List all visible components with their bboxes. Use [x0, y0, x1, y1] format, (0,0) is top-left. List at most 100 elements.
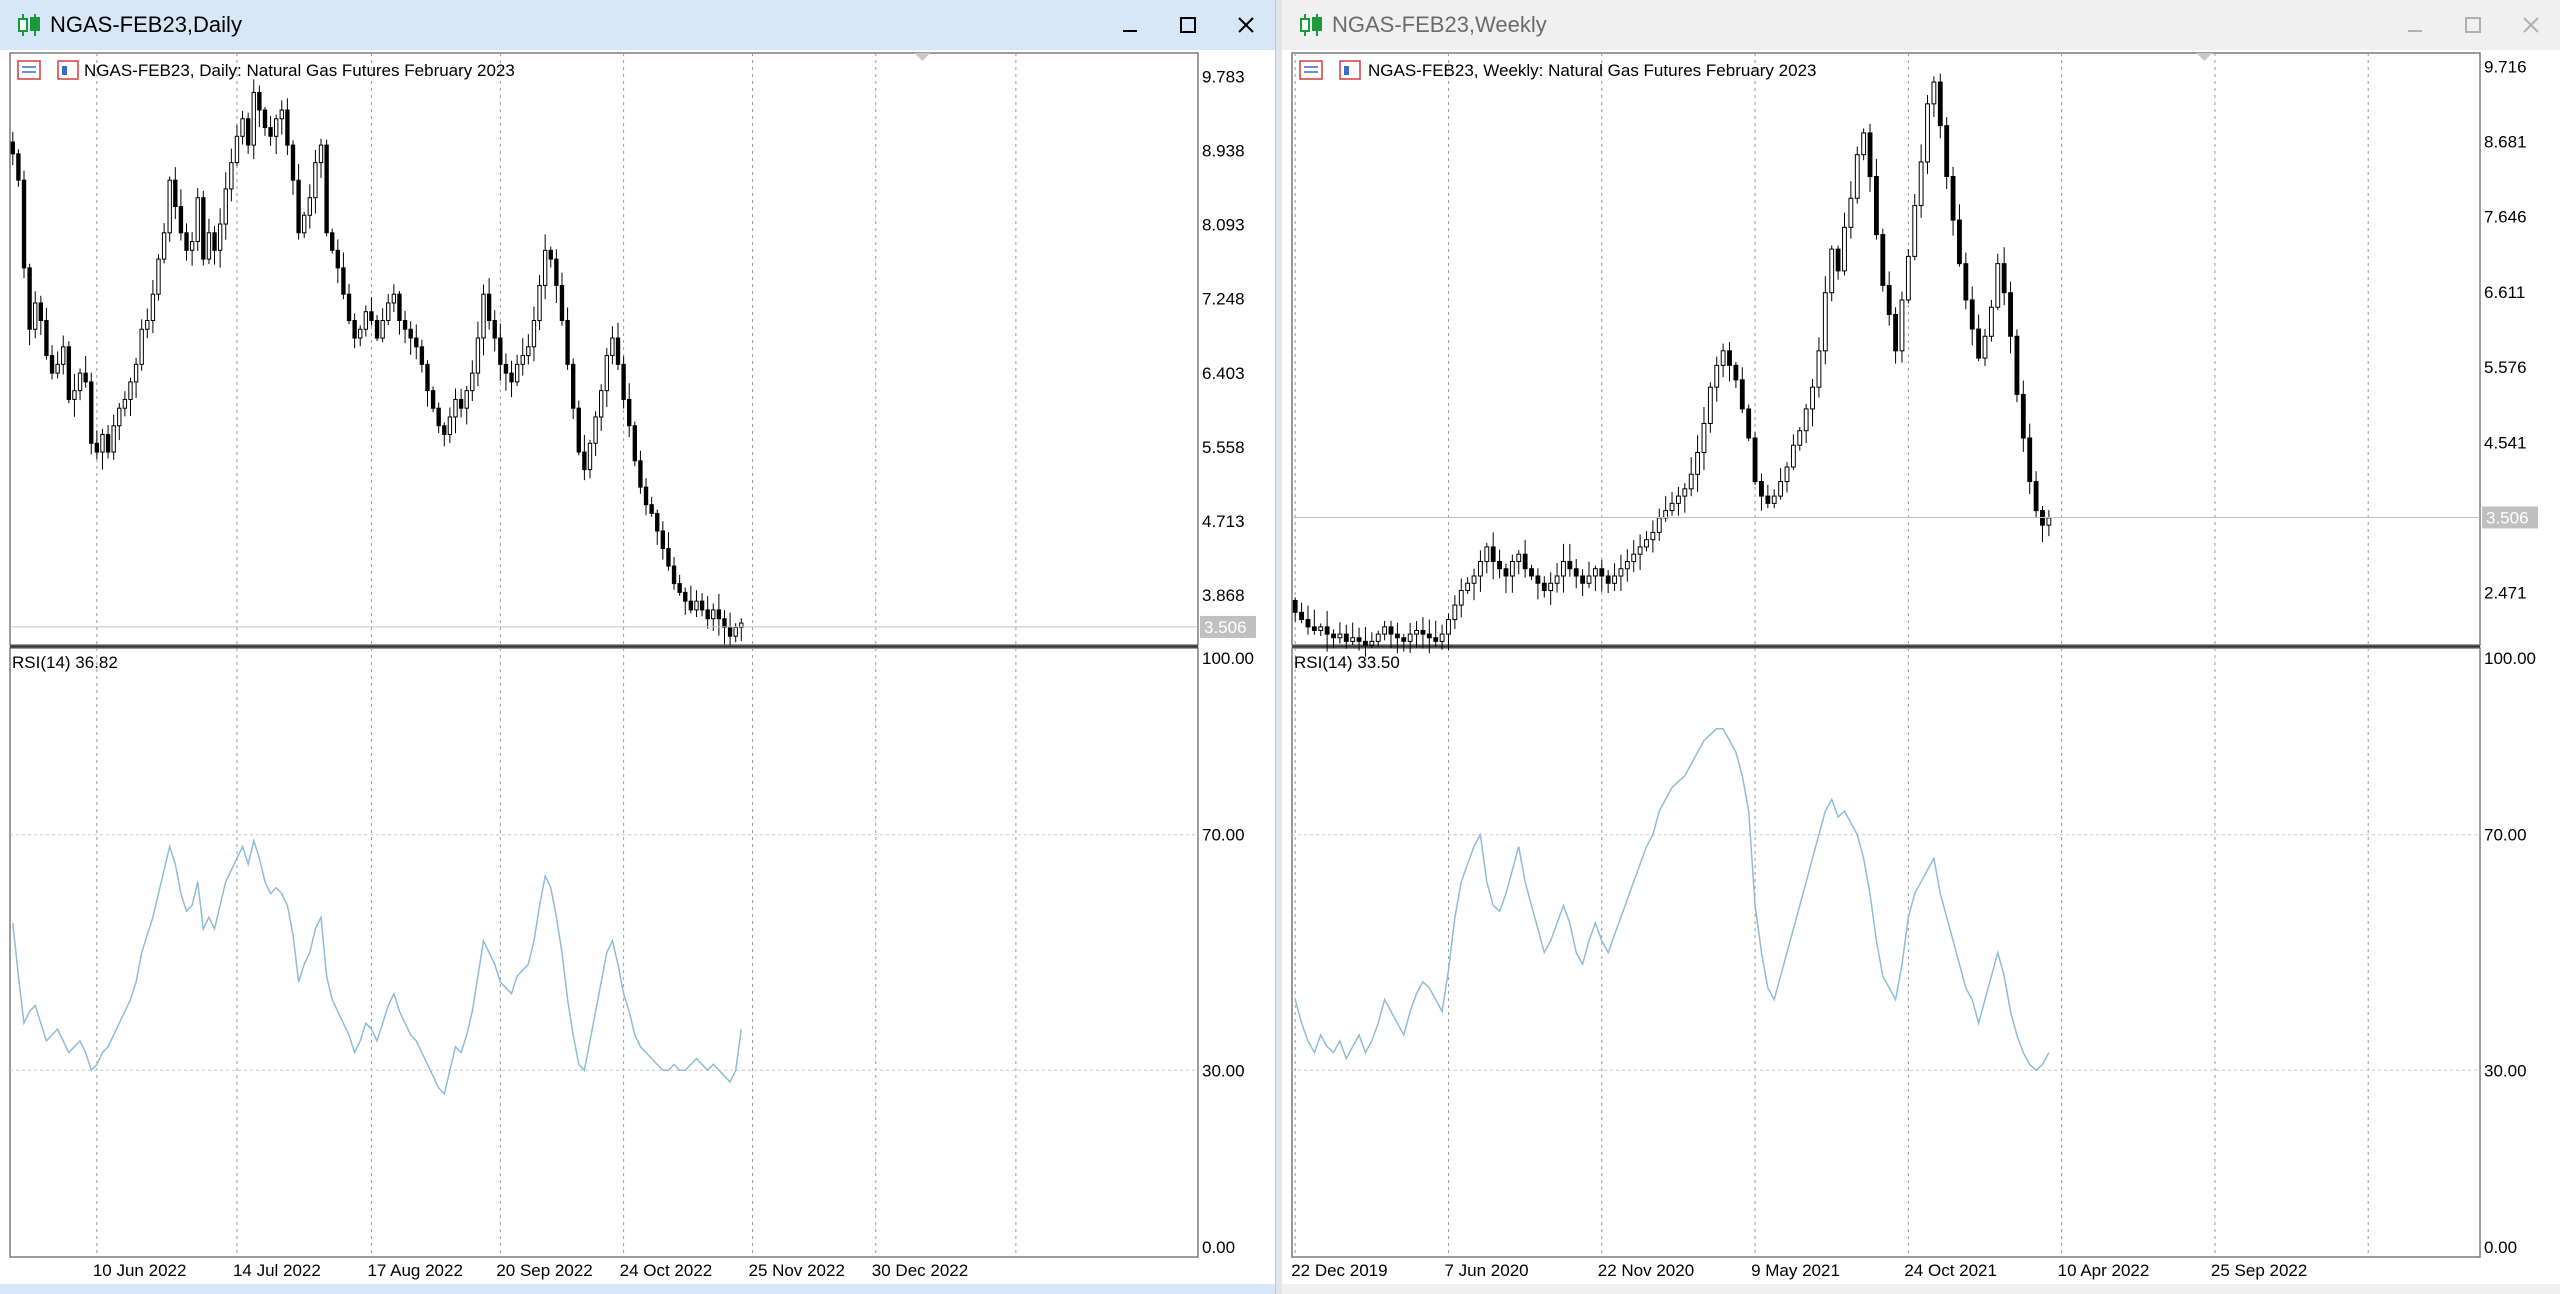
maximize-button[interactable]: [1159, 0, 1217, 50]
x-tick-label: 14 Jul 2022: [233, 1261, 321, 1280]
candle-bull: [240, 118, 245, 137]
candle-bull: [1509, 560, 1515, 577]
candle-bull: [1784, 466, 1790, 483]
candle-bear: [621, 363, 626, 400]
x-tick-label: 17 Aug 2022: [367, 1261, 462, 1280]
candle-bear: [1963, 263, 1969, 301]
candle-bull: [128, 381, 133, 400]
current-price-marker: [1200, 615, 1256, 638]
candle-bull: [77, 372, 83, 392]
candle-bull: [537, 284, 542, 321]
minimize-button[interactable]: [2386, 0, 2444, 50]
candle-bear: [430, 390, 436, 409]
candle-bull: [1618, 568, 1624, 577]
candle-bull: [1516, 553, 1522, 562]
candle-bull: [1695, 452, 1700, 475]
window-titlebar[interactable]: NGAS-FEB23,Daily: [0, 0, 1275, 50]
candle-bull: [453, 398, 458, 418]
rsi-level-label: 30.00: [2484, 1061, 2527, 1080]
candle-bear: [559, 284, 565, 321]
candle-bull: [470, 372, 475, 392]
minimize-button[interactable]: [1101, 0, 1159, 50]
rsi-level-label: 100.00: [1202, 649, 1254, 668]
candle-bear: [1950, 175, 1956, 221]
candle-bear: [509, 372, 514, 383]
candle-bull: [1637, 546, 1643, 555]
candle-bull: [122, 398, 128, 409]
chart-window-weekly[interactable]: NGAS-FEB23,Weekly 22 Dec 2019 7 Jun 2020 2…: [1282, 0, 2560, 1294]
legend-indicator-icon: [17, 60, 41, 80]
candle-bear: [442, 425, 447, 436]
x-tick-label: 10 Apr 2022: [2058, 1261, 2150, 1280]
candle-bull: [1382, 626, 1388, 635]
candle-bull: [1676, 495, 1681, 504]
candle-bear: [649, 504, 654, 514]
candle-bear: [660, 530, 666, 550]
candle-bull: [475, 337, 481, 374]
candle-bear: [643, 486, 649, 506]
candle-bear: [1305, 619, 1311, 628]
candle-bear: [296, 179, 301, 234]
current-price-label: 3.506: [2486, 508, 2529, 527]
candle-bear: [716, 609, 722, 620]
candle-bear: [688, 600, 694, 611]
rsi-level-label: 70.00: [1202, 826, 1245, 845]
candle-bull: [1663, 510, 1669, 519]
price-pane-frame: [1291, 52, 2481, 646]
maximize-button[interactable]: [2444, 0, 2502, 50]
legend-chart-icon: [57, 60, 79, 80]
candle-bear: [1937, 81, 1943, 127]
candle-bear: [324, 144, 329, 234]
candle-bear: [722, 618, 727, 628]
chart-canvas[interactable]: 10 Jun 2022 14 Jul 2022 17 Aug 2022 20 Sep …: [0, 50, 1276, 1284]
candle-bull: [1714, 364, 1720, 388]
candle-bull: [464, 390, 469, 409]
candle-bull: [1899, 299, 1905, 352]
candle-bear: [1497, 560, 1502, 570]
window-titlebar[interactable]: NGAS-FEB23,Weekly: [1282, 0, 2560, 50]
candle-bear: [285, 109, 290, 146]
candle-bear: [2001, 263, 2007, 294]
chart-group: 22 Dec 2019 7 Jun 2020 22 Nov 2020 9 May 20…: [1291, 52, 2538, 1280]
candle-bear: [1886, 284, 1892, 315]
candle-bull: [1318, 626, 1324, 631]
candle-bull: [526, 346, 531, 357]
candle-bear: [1765, 495, 1771, 504]
candle-bull: [1822, 292, 1828, 352]
minimize-icon: [1123, 30, 1137, 32]
rsi-level-label: 30.00: [1202, 1061, 1245, 1080]
candle-bear: [1599, 568, 1605, 577]
rsi-label: RSI(14) 36.82: [12, 653, 118, 672]
candle-bear: [1311, 626, 1317, 631]
candle-bear: [94, 442, 100, 453]
candle-bear: [1490, 546, 1496, 562]
candle-bear: [627, 398, 632, 427]
candle-bear: [486, 293, 492, 321]
chart-canvas[interactable]: 22 Dec 2019 7 Jun 2020 22 Nov 2020 9 May 20…: [1282, 50, 2560, 1284]
candle-bear: [1394, 633, 1400, 639]
candle-bear: [1969, 299, 1975, 330]
close-button[interactable]: [2502, 0, 2560, 50]
candle-bull: [1471, 575, 1477, 584]
candle-bull: [481, 293, 486, 339]
candle-bear: [425, 363, 430, 392]
close-button[interactable]: [1217, 0, 1275, 50]
candle-bull: [273, 118, 279, 137]
candle-bear: [83, 372, 88, 383]
candle-bear: [1401, 637, 1407, 642]
candle-bear: [414, 337, 419, 348]
candle-bear: [1541, 582, 1547, 592]
candle-bull: [2046, 517, 2052, 526]
candle-bull: [72, 390, 77, 400]
window-bottom-border: [1282, 1284, 2560, 1294]
rsi-line: [12, 837, 743, 1096]
candle-bear: [374, 319, 380, 339]
price-tick-label: 2.471: [2484, 584, 2527, 603]
close-icon: [2523, 17, 2539, 33]
chart-legend-text: NGAS-FEB23, Daily: Natural Gas Futures F…: [84, 61, 515, 80]
window-divider[interactable]: [1276, 0, 1282, 1294]
x-tick-label: 20 Sep 2022: [496, 1261, 592, 1280]
candle-bull: [1912, 205, 1918, 257]
candle-bull: [1446, 619, 1451, 635]
chart-window-daily[interactable]: NGAS-FEB23,Daily 10 Jun 2022 14 Jul 2022 1…: [0, 0, 1276, 1294]
